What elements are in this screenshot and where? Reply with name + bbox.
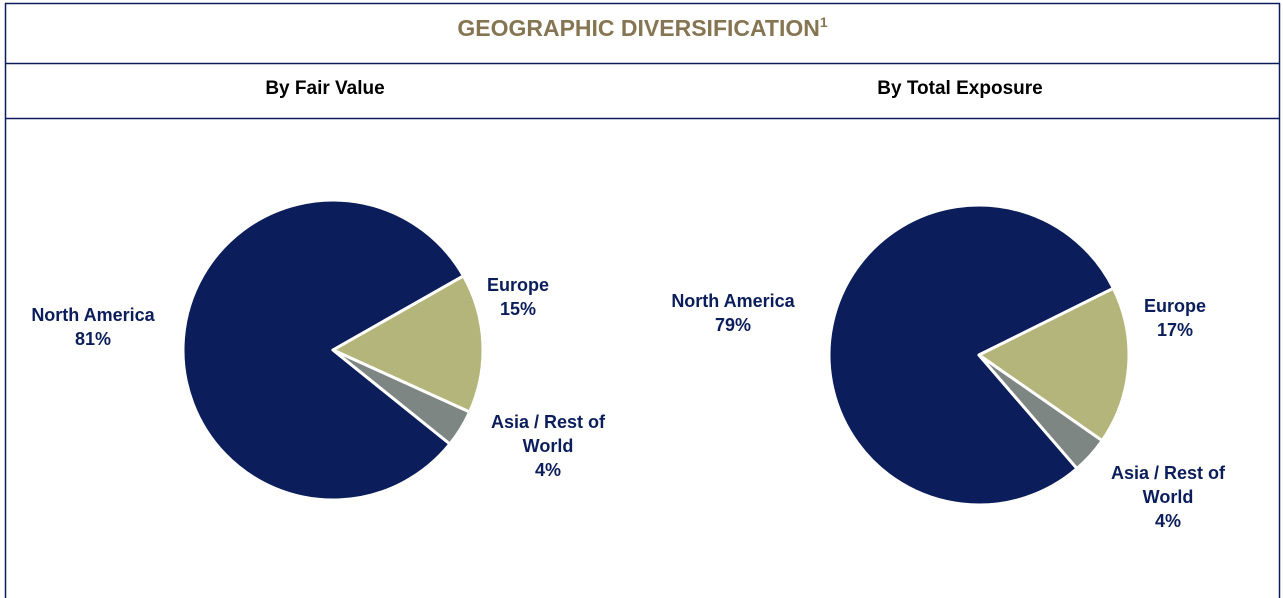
pie-slice [977, 286, 1131, 443]
value-label: 4% [534, 460, 561, 480]
category-label: Asia / Rest of World [490, 412, 606, 456]
category-label: North America [31, 305, 155, 325]
category-label: Europe [1143, 296, 1206, 316]
category-label: Europe [486, 275, 549, 295]
value-label: 4% [1154, 511, 1181, 531]
pie-slice [181, 198, 465, 502]
pie-slice [331, 348, 472, 446]
category-label: North America [671, 291, 795, 311]
value-label: 15% [499, 299, 537, 319]
value-label: 79% [714, 315, 752, 335]
slice-label: Europe 17% [1105, 294, 1245, 342]
value-label: 81% [74, 329, 112, 349]
slice-label: Asia / Rest of World 4% [1098, 461, 1238, 533]
page-title: GEOGRAPHIC DIVERSIFICATION1 [5, 14, 1280, 42]
slice-label: Asia / Rest of World 4% [478, 410, 618, 482]
slice-label: North America 81% [23, 303, 163, 351]
pie-slice [977, 353, 1104, 471]
chart-subtitle: By Total Exposure [877, 78, 1043, 99]
category-label: Asia / Rest of World [1110, 463, 1226, 507]
title-text: GEOGRAPHIC DIVERSIFICATION [457, 15, 820, 41]
value-label: 17% [1156, 320, 1194, 340]
chart-subtitle: By Fair Value [265, 78, 385, 99]
pie-slice [331, 274, 485, 414]
slice-label: Europe 15% [448, 273, 588, 321]
footnote-mark: 1 [819, 14, 828, 30]
slice-label: North America 79% [663, 289, 803, 337]
